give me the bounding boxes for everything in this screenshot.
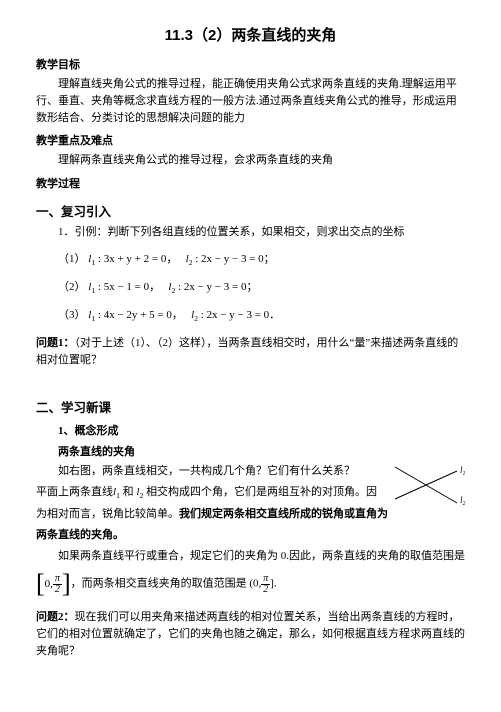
sep: ， [166, 253, 177, 265]
heading-focus: 教学重点及难点 [36, 133, 465, 150]
sep: ， [172, 309, 183, 321]
spacer [36, 369, 465, 389]
eq3-label: （3） [58, 309, 86, 321]
rule-bold-2: 两条直线的夹角。 [36, 529, 124, 541]
doc-title: 11.3（2）两条直线的夹角 [36, 24, 465, 47]
end: ； [246, 281, 257, 293]
document-page: 11.3（2）两条直线的夹角 教学目标 理解直线夹角公式的推导过程，能正确使用夹… [0, 0, 501, 680]
eq1-l1: l1 : 3x + y + 2 = 0 [88, 253, 166, 265]
range-line: [0,π2]，而两条相交直线夹角的取值范围是 (0,π2]. [36, 571, 465, 597]
section-2-sub1: 1、概念形成 [58, 423, 465, 440]
heading-goal: 教学目标 [36, 57, 465, 74]
section-1-title: 一、复习引入 [36, 203, 465, 222]
eq1-l2: l2 : 2x − y − 3 = 0 [186, 253, 264, 265]
left-bracket: [ [36, 571, 45, 597]
section-1-lead: 1．引例：判断下列各组直线的位置关系，如果相交，则求出交点的坐标 [36, 224, 465, 241]
intersecting-lines-diagram: l1 l2 [391, 459, 469, 509]
goal-paragraph: 理解直线夹角公式的推导过程，能正确使用夹角公式求两条直线的夹角.理解运用平行、垂… [36, 76, 465, 127]
section-2-title: 二、学习新课 [36, 399, 465, 418]
question-1: 问题1：（对于上述（1）、（2）这样），当两条直线相交时，用什么“量”来描述两条… [36, 335, 465, 369]
svg-text:l2: l2 [460, 495, 466, 507]
equation-group-1: （1） l1 : 3x + y + 2 = 0， l2 : 2x − y − 3… [58, 251, 465, 269]
question-1-text: （对于上述（1）、（2）这样），当两条直线相交时，用什么“量”来描述两条直线的相… [36, 337, 458, 366]
range-mid-text: ，而两条相交直线夹角的取值范围是 (0, [71, 578, 262, 590]
equation-group-2: （2） l1 : 5x − 1 = 0， l2 : 2x − y − 3 = 0… [58, 279, 465, 297]
question-1-label: 问题1： [36, 337, 75, 349]
end: ． [269, 309, 280, 321]
eq1-label: （1） [58, 253, 86, 265]
eq2-l1: l1 : 5x − 1 = 0 [88, 281, 149, 293]
pi-over-2-b: π2 [261, 574, 270, 595]
right-bracket: ] [62, 571, 71, 597]
eq3-l1: l1 : 4x − 2y + 5 = 0 [88, 309, 172, 321]
eq3-l2: l2 : 2x − y − 3 = 0 [191, 309, 269, 321]
eq2-label: （2） [58, 281, 86, 293]
sep: ， [149, 281, 160, 293]
question-2-text: 现在我们可以用夹角来描述两直线的相对位置关系，当给出两条直线的方程时，它们的相对… [36, 611, 465, 657]
concept-p4: 两条直线的夹角。 [36, 527, 465, 544]
question-2-label: 问题2： [36, 611, 75, 623]
rule-bold-1: 我们规定两条相交直线所成的锐角或直角为 [179, 508, 388, 520]
equation-group-3: （3） l1 : 4x − 2y + 5 = 0， l2 : 2x − y − … [58, 307, 465, 325]
question-2: 问题2：现在我们可以用夹角来描述两直线的相对位置关系，当给出两条直线的方程时，它… [36, 609, 465, 660]
svg-text:l1: l1 [460, 465, 466, 477]
focus-paragraph: 理解两条直线夹角公式的推导过程，会求两条直线的夹角 [36, 152, 465, 169]
closed-range: 0,π2 [45, 574, 62, 595]
eq2-l2: l2 : 2x − y − 3 = 0 [168, 281, 246, 293]
pi-over-2-a: π2 [53, 574, 62, 595]
end: ； [264, 253, 275, 265]
heading-process: 教学过程 [36, 176, 465, 193]
concept-p5: 如果两条直线平行或重合，规定它们的夹角为 0.因此，两条直线的夹角的取值范围是 [36, 548, 465, 565]
concept-block: l1 l2 如右图，两条直线相交，一共构成几个角？它们有什么关系？ 平面上两条直… [36, 463, 465, 597]
range-end-text: ]. [270, 578, 276, 590]
